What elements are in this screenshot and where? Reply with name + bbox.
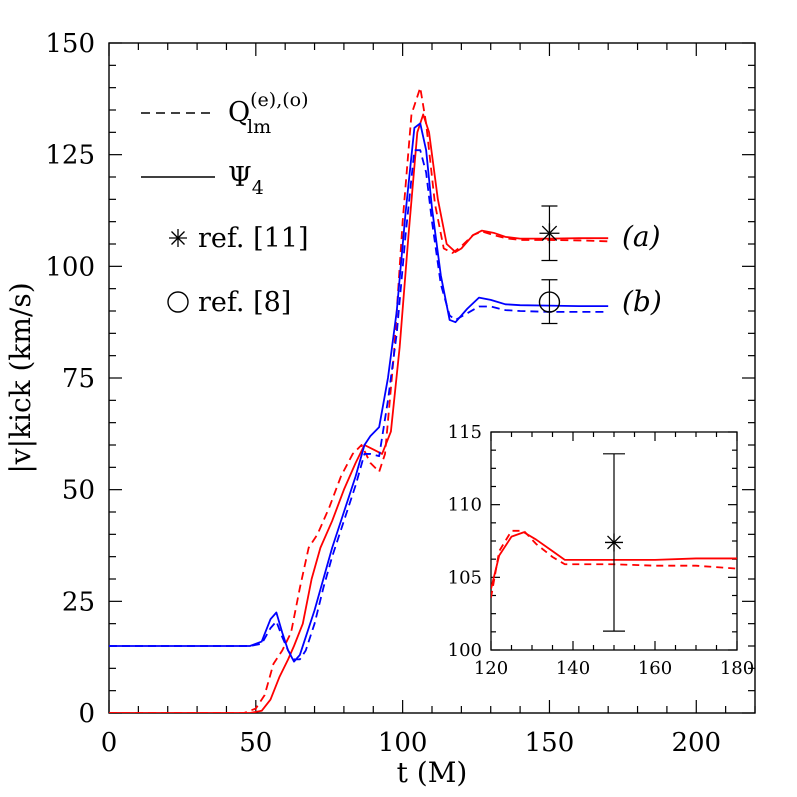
series-line-a-solid (109, 113, 609, 713)
y-tick-label: 75 (62, 364, 95, 394)
case-label-b: (b) (622, 285, 662, 318)
y-tick-label: 50 (62, 476, 95, 506)
y-tick-label: 25 (62, 587, 95, 617)
legend-dashed-label: Q(e),(o) lm (228, 89, 309, 138)
legend-star-marker (169, 229, 187, 247)
legend: Q(e),(o) lm Ψ4 ref. [11] ref. [8] (141, 89, 309, 318)
y-tick-label: 150 (45, 29, 95, 59)
y-tick-label: 100 (45, 252, 95, 282)
legend-solid-label: Ψ4 (228, 162, 264, 199)
circle-marker (538, 291, 561, 313)
y-tick-label: 125 (45, 141, 95, 171)
legend-dashed-symbol: Q (228, 97, 250, 128)
x-tick-label: 180 (720, 658, 754, 679)
star-marker-stroke (541, 225, 558, 241)
main-axis-ticks (108, 42, 756, 714)
y-tick-label: 0 (78, 699, 95, 729)
reference-point-circle (538, 279, 561, 325)
y-axis-title: |v|kick (km/s) (4, 282, 37, 473)
x-tick-label: 100 (378, 728, 428, 758)
y-tick-label: 105 (448, 567, 482, 588)
legend-circle-marker (167, 291, 189, 313)
x-tick-label: 150 (525, 728, 575, 758)
star-marker-stroke (607, 535, 621, 550)
x-tick-label: 200 (671, 728, 721, 758)
y-tick-label: 115 (448, 422, 482, 443)
legend-dashed-superscript: (e),(o) (250, 89, 308, 111)
series-line-solid (491, 531, 737, 590)
y-tick-label: 110 (448, 495, 482, 516)
x-axis-title: t (M) (397, 756, 468, 789)
inset-reference-points (603, 453, 625, 632)
legend-circle-label: ref. [8] (198, 287, 291, 318)
legend-dashed-subscript: lm (247, 116, 271, 138)
reference-point-star (539, 205, 560, 262)
series-line-b-dashed (109, 149, 609, 661)
case-label-a: (a) (622, 220, 661, 253)
series-line-dashed (491, 529, 737, 598)
series-line-b-solid (109, 122, 609, 663)
reference-point-star (603, 453, 625, 632)
main-series-group (109, 86, 609, 713)
x-tick-label: 50 (239, 728, 272, 758)
legend-solid-symbol: Ψ (228, 162, 252, 193)
legend-star-label: ref. [11] (198, 223, 309, 254)
inset-axis-ticks (490, 431, 738, 651)
inset-series-group (491, 529, 737, 598)
x-tick-label: 140 (556, 658, 590, 679)
x-tick-label: 160 (638, 658, 672, 679)
legend-solid-subscript: 4 (252, 177, 264, 199)
main-reference-points (538, 205, 561, 325)
inset-tick-labels: 120 140 160 180 100 105 110 115 (448, 422, 755, 679)
series-line-a-dashed (109, 86, 609, 713)
x-tick-label: 0 (101, 728, 118, 758)
x-tick-label: 120 (474, 658, 508, 679)
y-tick-label: 100 (448, 640, 482, 661)
main-tick-labels: 0 50 100 150 200 0 25 50 75 100 125 150 (45, 29, 721, 758)
inset-plot: 120 140 160 180 100 105 110 115 (448, 422, 755, 679)
